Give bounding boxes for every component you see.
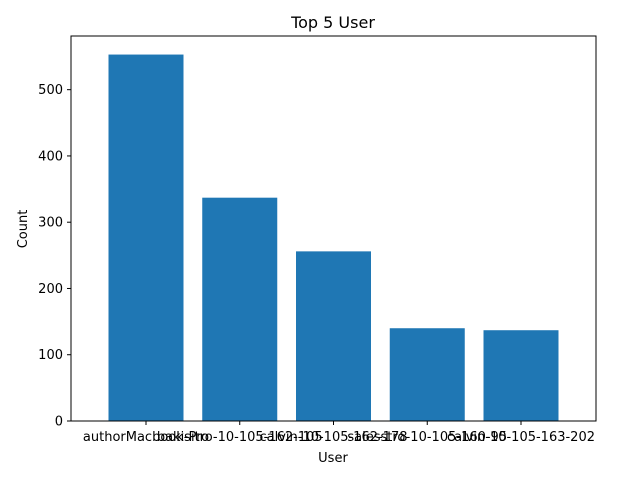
bar-0 [108, 54, 184, 421]
y-axis-label: Count [16, 210, 31, 249]
y-tick-label-5: 500 [38, 83, 63, 98]
x-tick-label-1: bakisitro-10-105-162-105 [157, 430, 323, 445]
bar-3 [389, 328, 465, 421]
bar-4 [483, 330, 559, 421]
y-tick-label-4: 400 [38, 149, 63, 164]
x-tick-label-4: calvin-10-105-163-202 [447, 430, 595, 445]
x-tick-label-3: salesstro-10-105-160-95 [347, 430, 507, 445]
y-tick-label-1: 100 [38, 348, 63, 363]
x-tick-label-2: calvin-10-105-162-178 [259, 430, 407, 445]
chart-title: Top 5 User [290, 13, 375, 32]
y-tick-label-3: 300 [38, 216, 63, 231]
x-tick-label-0: authorMacbook-Pro [83, 430, 209, 445]
bar-2 [296, 251, 371, 421]
y-tick-label-2: 200 [38, 282, 63, 297]
x-axis-label: User [318, 451, 348, 466]
ticks-layer: 0 100 200 300 400 500 authorMacbook-Probakisit… [38, 83, 595, 445]
bars-layer [108, 54, 559, 421]
y-tick-label-0: 0 [55, 415, 63, 430]
bar-1 [202, 197, 278, 421]
